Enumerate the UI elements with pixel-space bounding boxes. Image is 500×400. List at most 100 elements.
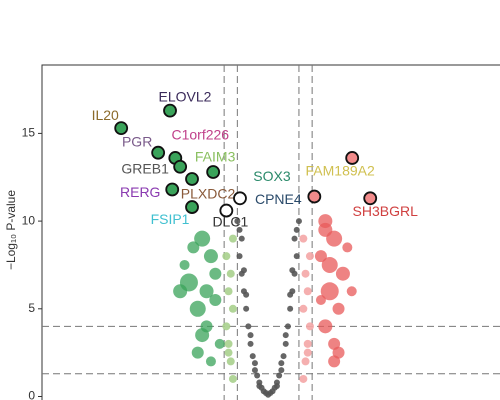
point (303, 287, 312, 296)
point (236, 253, 243, 260)
point (303, 348, 312, 357)
point (256, 382, 263, 389)
y-axis-label: −Log₁₀ P-value (4, 190, 18, 270)
y-tick-label: 0 (28, 389, 35, 400)
y-tick-label: 15 (22, 126, 36, 140)
point (282, 340, 289, 347)
point (224, 287, 233, 296)
point (228, 304, 237, 313)
point (346, 286, 357, 297)
point (179, 259, 190, 270)
point (234, 218, 241, 225)
point (273, 382, 280, 389)
gene-label: SH3BGRL (353, 203, 419, 219)
point (224, 339, 233, 348)
point (335, 266, 350, 281)
gene-label: PGR (122, 133, 152, 149)
point (251, 360, 258, 367)
point (209, 294, 222, 307)
point (226, 269, 235, 278)
point (276, 372, 283, 379)
point (278, 367, 285, 374)
point (301, 269, 310, 278)
point (243, 305, 250, 312)
point (262, 389, 269, 396)
point (209, 267, 222, 280)
point (222, 322, 231, 331)
point (293, 226, 300, 233)
point (247, 340, 254, 347)
gene-label: C1orf226 (172, 127, 230, 143)
gene-label: PLXDC2 (181, 186, 236, 202)
highlight-point (206, 165, 221, 179)
point (295, 218, 302, 225)
highlight-point (363, 191, 378, 206)
point (303, 339, 312, 348)
point (314, 250, 327, 263)
point (278, 360, 285, 367)
point (328, 355, 341, 368)
point (203, 249, 218, 264)
point (238, 235, 245, 242)
point (318, 319, 333, 334)
point (342, 242, 353, 253)
gene-label: IL20 (92, 107, 119, 123)
point (228, 234, 237, 243)
point (247, 332, 254, 339)
point (289, 267, 296, 274)
plot-frame (41, 64, 500, 400)
point (240, 267, 247, 274)
point (191, 346, 204, 359)
highlight-point (185, 200, 199, 214)
point (214, 338, 225, 349)
point (222, 252, 231, 261)
highlight-point (114, 121, 129, 136)
point (228, 374, 237, 383)
gene-label: FAM189A2 (306, 163, 375, 179)
point (194, 230, 211, 247)
point (236, 226, 243, 233)
point (251, 367, 258, 374)
gene-label: FAIM3 (195, 149, 236, 165)
highlight-point (185, 172, 199, 186)
gene-label: CPNE4 (255, 191, 302, 207)
point (195, 328, 210, 343)
highlight-point (345, 151, 360, 165)
highlight-point (165, 182, 180, 197)
point (249, 353, 256, 360)
highlight-point (307, 189, 322, 204)
point (199, 284, 214, 299)
point (267, 389, 274, 396)
gene-label: SOX3 (253, 168, 291, 184)
point (287, 305, 294, 312)
point (320, 282, 339, 301)
point (254, 372, 261, 379)
highlight-point (219, 203, 234, 218)
point (224, 348, 233, 357)
point (321, 256, 338, 273)
point (299, 374, 308, 383)
point (318, 222, 333, 237)
y-tick-label: 10 (22, 213, 36, 227)
highlight-point (151, 145, 166, 160)
point (305, 322, 314, 331)
point (293, 253, 300, 260)
point (173, 284, 188, 299)
point (299, 304, 308, 313)
gene-label: DLC1 (212, 213, 248, 229)
point (287, 291, 294, 298)
point (280, 353, 287, 360)
highlight-point (173, 159, 188, 174)
point (299, 234, 308, 243)
point (305, 252, 314, 261)
gene-label: RERG (120, 184, 160, 200)
highlight-point (163, 103, 177, 118)
point (301, 357, 310, 366)
point (205, 356, 216, 367)
point (243, 291, 250, 298)
gene-label: ELOVL2 (159, 88, 212, 104)
point (187, 241, 200, 254)
point (282, 332, 289, 339)
point (332, 302, 345, 315)
